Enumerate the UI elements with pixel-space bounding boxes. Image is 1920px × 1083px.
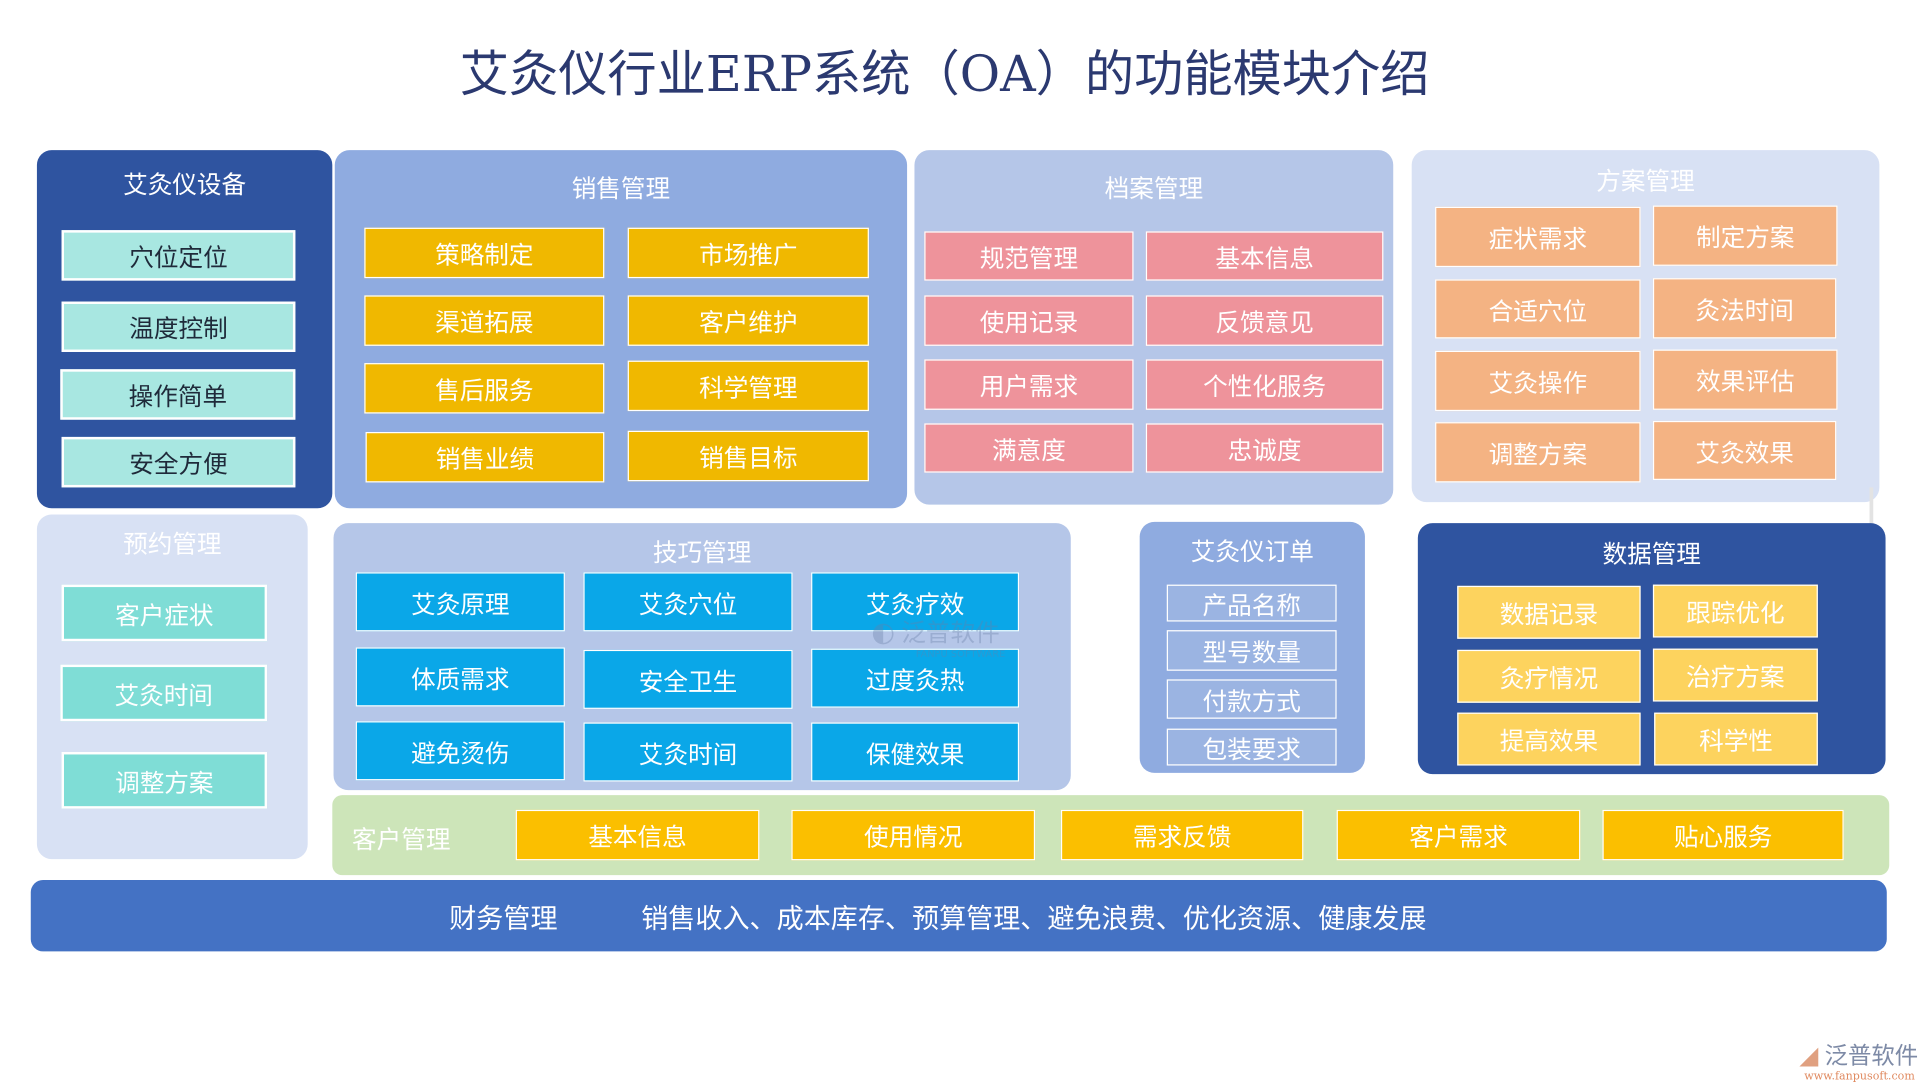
booking-item: 客户症状	[61, 584, 268, 642]
sales-item: 渠道拓展	[364, 295, 605, 346]
sales-item: 策略制定	[364, 227, 605, 279]
order-item: 产品名称	[1166, 584, 1337, 622]
customer-item: 贴心服务	[1602, 809, 1844, 861]
watermark-sub: FANPU SOFTWARE	[915, 648, 1006, 660]
data-item: 数据记录	[1457, 585, 1641, 639]
watermark: ◐ 泛普软件 FANPU SOFTWARE	[871, 613, 1005, 660]
plan-item: 症状需求	[1435, 206, 1641, 268]
order-item: 型号数量	[1166, 630, 1337, 671]
customer-item: 基本信息	[515, 809, 760, 861]
finance-content: 销售收入、成本库存、预算管理、避免浪费、优化资源、健康发展	[641, 904, 1427, 936]
plan-item: 制定方案	[1652, 205, 1838, 266]
module-title: 艾灸仪订单	[1190, 536, 1314, 567]
watermark-text: 泛普软件	[901, 617, 1000, 648]
booking-item: 调整方案	[61, 752, 268, 809]
data-item: 科学性	[1654, 712, 1818, 766]
finance-title: 财务管理	[449, 904, 558, 936]
sales-item: 销售业绩	[365, 432, 605, 483]
customer-item: 使用情况	[791, 809, 1036, 861]
module-title: 档案管理	[1104, 173, 1204, 204]
plan-item: 灸法时间	[1652, 278, 1837, 339]
archive-item: 用户需求	[924, 359, 1134, 410]
data-item: 提高效果	[1457, 712, 1641, 766]
device-item: 操作简单	[60, 369, 296, 420]
order-item: 包装要求	[1166, 728, 1337, 766]
order-item: 付款方式	[1166, 679, 1337, 719]
sales-item: 市场推广	[627, 227, 869, 279]
page-title: 艾灸仪行业ERP系统（OA）的功能模块介绍	[459, 46, 1430, 104]
data-item: 跟踪优化	[1652, 584, 1818, 638]
skill-item: 安全卫生	[583, 649, 793, 709]
module-title: 技巧管理	[652, 537, 752, 568]
module-title: 销售管理	[571, 173, 671, 204]
archive-item: 反馈意见	[1145, 295, 1384, 346]
skill-item: 艾灸穴位	[583, 572, 793, 632]
brand-logo: ◢ 泛普软件 www.fanpusoft.com	[1799, 1038, 1918, 1083]
module-title: 艾灸仪设备	[123, 169, 247, 200]
plan-item: 效果评估	[1652, 349, 1838, 410]
plan-item: 艾灸操作	[1435, 350, 1641, 412]
logo-text: 泛普软件	[1824, 1042, 1919, 1070]
skill-item: 避免烫伤	[355, 721, 565, 781]
skill-item: 艾灸原理	[355, 572, 565, 632]
booking-item: 艾灸时间	[60, 664, 268, 722]
watermark-logo-icon: ◐	[871, 617, 896, 649]
plan-item: 合适穴位	[1435, 279, 1641, 339]
plan-item: 艾灸效果	[1652, 420, 1837, 481]
plan-item: 调整方案	[1435, 422, 1641, 483]
device-item: 安全方便	[61, 436, 296, 488]
skill-item: 过度灸热	[811, 648, 1020, 708]
archive-item: 基本信息	[1145, 231, 1384, 281]
connector	[1869, 487, 1874, 525]
module-title: 数据管理	[1602, 539, 1701, 569]
data-item: 治疗方案	[1652, 648, 1818, 702]
sales-item: 售后服务	[364, 363, 605, 414]
module-finance: 财务管理 销售收入、成本库存、预算管理、避免浪费、优化资源、健康发展	[30, 880, 1887, 952]
logo-icon: ◢	[1799, 1040, 1819, 1070]
sales-item: 客户维护	[627, 295, 869, 346]
sales-item: 销售目标	[627, 430, 869, 482]
archive-item: 规范管理	[924, 231, 1134, 281]
module-title: 客户管理	[352, 824, 451, 855]
skill-item: 体质需求	[355, 647, 565, 707]
customer-item: 需求反馈	[1060, 809, 1304, 861]
device-item: 穴位定位	[61, 230, 296, 281]
archive-item: 满意度	[924, 423, 1134, 473]
sales-item: 科学管理	[627, 360, 869, 412]
skill-item: 艾灸疗效	[811, 572, 1020, 632]
module-title: 预约管理	[123, 529, 222, 559]
skill-item: 保健效果	[811, 722, 1020, 782]
device-item: 温度控制	[61, 301, 296, 353]
archive-item: 使用记录	[924, 295, 1134, 346]
data-item: 灸疗情况	[1457, 649, 1641, 703]
logo-url: www.fanpusoft.com	[1804, 1070, 1915, 1083]
archive-item: 个性化服务	[1145, 359, 1384, 410]
customer-item: 客户需求	[1336, 809, 1581, 861]
archive-item: 忠诚度	[1145, 423, 1384, 473]
module-title: 方案管理	[1596, 166, 1695, 196]
skill-item: 艾灸时间	[583, 722, 793, 782]
